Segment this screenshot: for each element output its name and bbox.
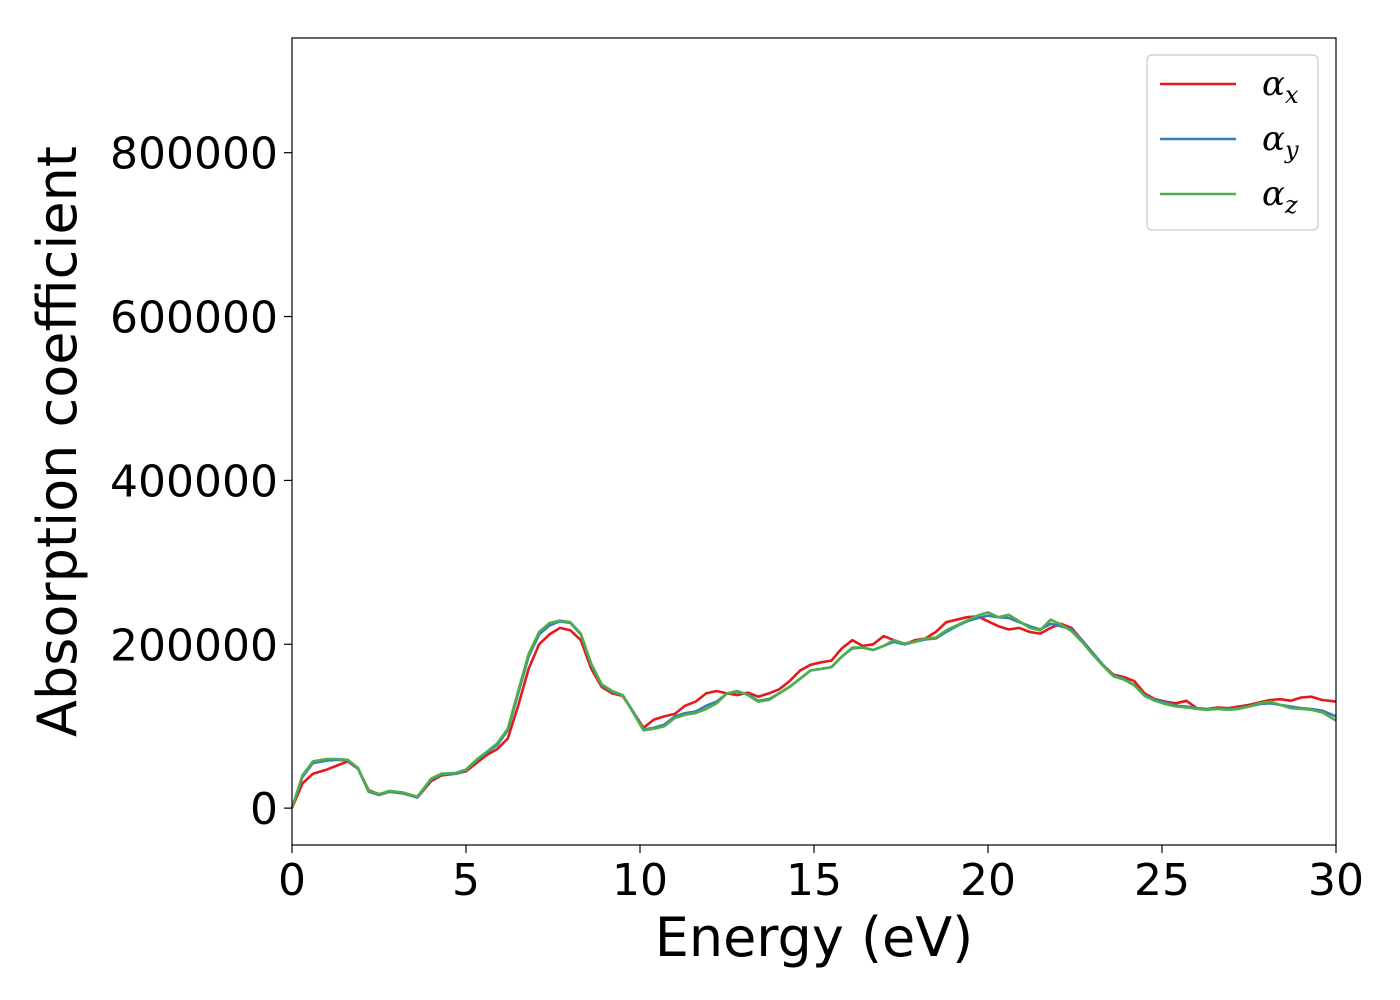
y-tick-label: 400000: [110, 456, 278, 507]
series-layer: [290, 611, 1337, 809]
x-tick-label: 25: [1134, 855, 1190, 906]
x-tick-label: 10: [612, 855, 668, 906]
ticks-layer: 0 5 10 15 20 25 30 0 200000 400000 600000 800000: [110, 129, 1364, 906]
y-tick-label: 800000: [110, 129, 278, 180]
x-tick-label: 0: [278, 855, 306, 906]
y-tick-label: 600000: [110, 293, 278, 344]
y-axis-label: Absorption coefficient: [26, 146, 89, 737]
x-tick-label: 5: [452, 855, 480, 906]
legend-label-y: αy: [1262, 119, 1299, 164]
legend-label-x: αx: [1262, 64, 1299, 109]
legend-box: [1146, 54, 1319, 231]
x-axis-label: Energy (eV): [655, 906, 974, 969]
x-tick-label: 20: [960, 855, 1016, 906]
y-tick-label: 200000: [110, 620, 278, 671]
x-tick-label: 15: [786, 855, 842, 906]
x-tick-label: 30: [1308, 855, 1364, 906]
y-tick-label: 0: [250, 784, 278, 835]
series-line-z: [290, 611, 1337, 809]
